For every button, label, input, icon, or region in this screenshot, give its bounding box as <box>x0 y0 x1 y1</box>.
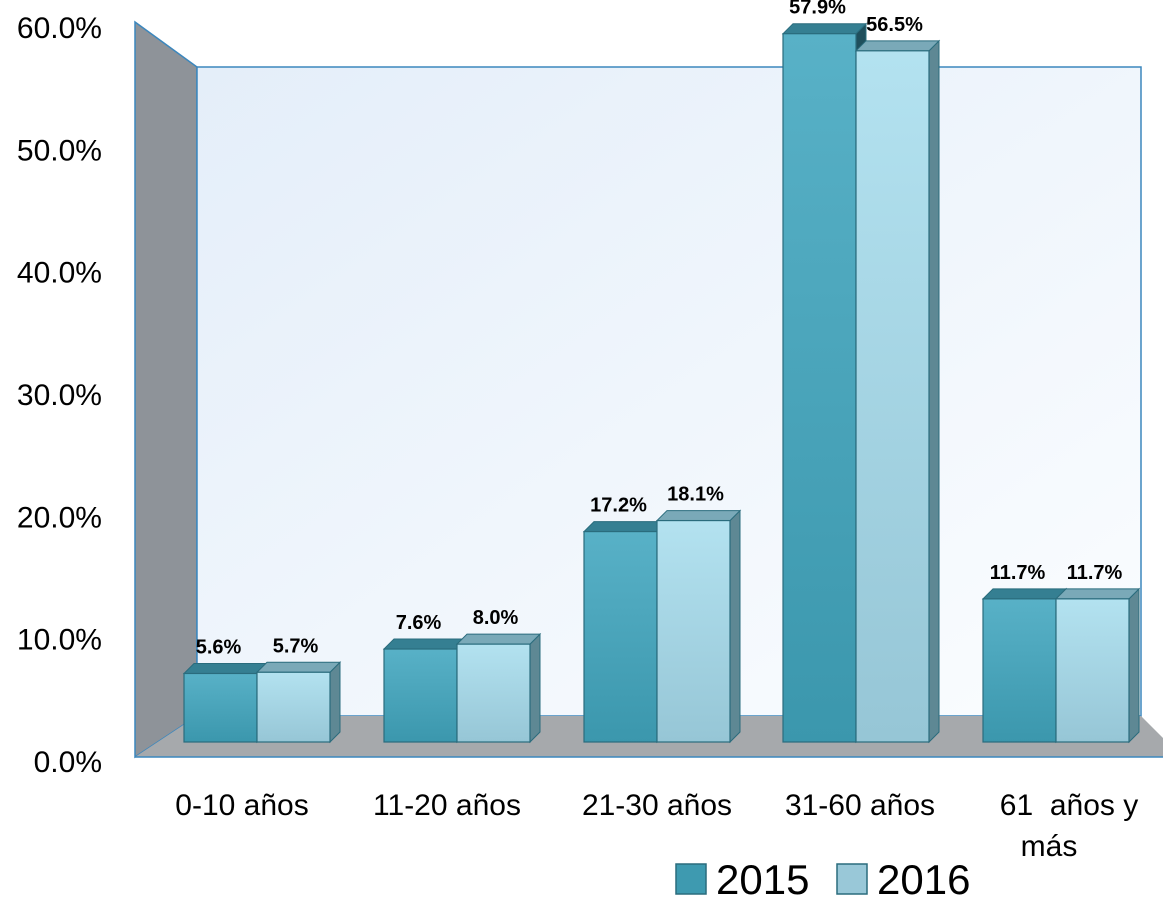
bar-2016-2 <box>655 509 742 744</box>
y-tick-label: 0.0% <box>34 746 102 779</box>
bar-top <box>854 40 941 52</box>
bar-2016-1 <box>455 632 542 744</box>
legend-swatch <box>675 863 707 895</box>
legend-item-2015: 2015 <box>675 856 809 903</box>
y-tick-label: 30.0% <box>17 379 102 412</box>
data-label: 11.7% <box>990 562 1046 584</box>
bar-side <box>729 509 741 744</box>
bar-top <box>981 588 1068 600</box>
bar-top <box>655 510 742 522</box>
bar-top <box>255 661 342 673</box>
bar-side <box>1128 587 1140 744</box>
bar-front <box>183 672 258 743</box>
bar-front <box>383 648 458 743</box>
side-wall <box>134 20 198 759</box>
bars <box>182 22 1141 744</box>
bar-2016-0 <box>255 661 342 744</box>
legend-swatch <box>836 863 868 895</box>
bar-front <box>782 33 857 743</box>
x-axis: 0-10 años 11-20 años 21-30 años 31-60 años 6… <box>175 789 1138 863</box>
y-tick-label: 50.0% <box>17 134 102 167</box>
y-tick-label: 20.0% <box>17 501 102 534</box>
bar-2015-3 <box>781 22 868 744</box>
bar-2016-4 <box>1054 587 1141 744</box>
data-label: 5.6% <box>196 636 242 658</box>
bar-2015-0 <box>182 662 269 744</box>
y-axis: 0.0% 10.0% 20.0% 30.0% 40.0% 50.0% 60.0% <box>17 12 102 779</box>
bar-front <box>656 519 731 743</box>
legend-label: 2016 <box>877 856 970 903</box>
data-label: 7.6% <box>396 612 442 634</box>
y-tick-label: 10.0% <box>17 624 102 657</box>
bar-2016-3 <box>854 39 941 744</box>
data-labels: 5.6% 7.6% 17.2% 57.9% 11.7% 5.7% 8.0% 18.1% 56.5… <box>196 0 1123 658</box>
bar-top <box>781 23 868 35</box>
bar-2015-2 <box>582 520 669 744</box>
data-label: 18.1% <box>667 484 724 506</box>
legend: 2015 2016 <box>675 856 970 903</box>
bar-front <box>982 598 1057 743</box>
bar-top <box>182 662 269 674</box>
bar-top <box>582 521 669 533</box>
x-tick-label: 0-10 años <box>175 789 308 822</box>
x-tick-label: 61 años y más <box>1000 789 1138 863</box>
data-label: 57.9% <box>789 0 846 19</box>
bar-front <box>583 530 658 743</box>
bar-2015-4 <box>981 587 1068 744</box>
y-tick-label: 60.0% <box>17 12 102 45</box>
bar-top <box>455 633 542 645</box>
bar-front <box>456 643 531 743</box>
x-tick-label: 21-30 años <box>582 789 732 822</box>
data-label: 11.7% <box>1067 562 1123 584</box>
bar-front <box>256 671 331 743</box>
data-label: 17.2% <box>590 495 647 517</box>
bar-top <box>1054 588 1141 600</box>
x-tick-label: 31-60 años <box>785 789 935 822</box>
legend-label: 2015 <box>716 856 809 903</box>
x-tick-line: 61 años y <box>1000 789 1138 822</box>
bar-2015-1 <box>382 637 469 744</box>
bar-side <box>329 661 341 744</box>
bar-top <box>382 638 469 650</box>
bar-side <box>928 39 940 744</box>
x-tick-line: más <box>1021 830 1078 863</box>
bar-side <box>529 632 541 744</box>
bar-front <box>1055 598 1130 743</box>
data-label: 8.0% <box>473 607 519 629</box>
bar-front <box>855 50 930 743</box>
data-label: 56.5% <box>866 14 923 36</box>
legend-item-2016: 2016 <box>836 856 970 903</box>
x-tick-label: 11-20 años <box>373 789 521 822</box>
data-label: 5.7% <box>273 635 319 657</box>
y-tick-label: 40.0% <box>17 257 102 290</box>
